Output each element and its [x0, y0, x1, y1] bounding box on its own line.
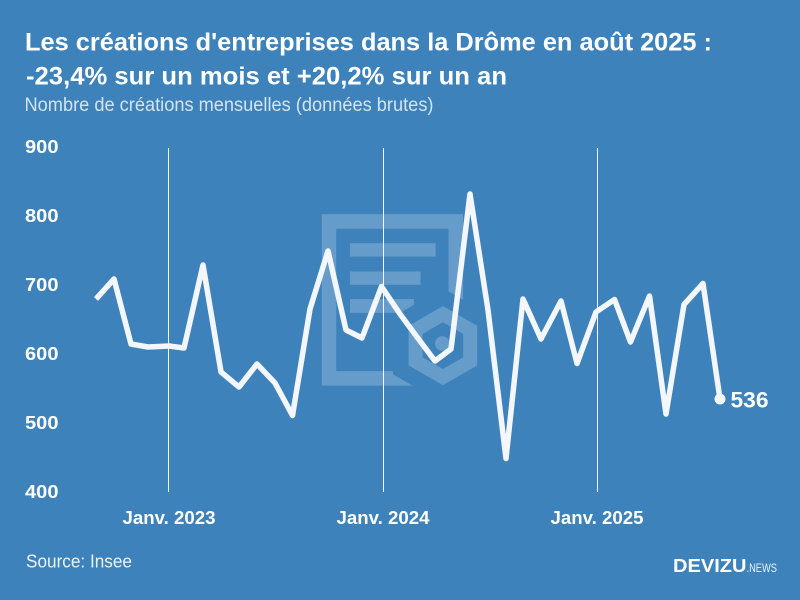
svg-text:.NEWS: .NEWS	[747, 563, 778, 575]
svg-text:500: 500	[25, 413, 59, 433]
svg-text:700: 700	[25, 275, 59, 295]
svg-text:900: 900	[25, 137, 59, 157]
svg-text:Nombre de créations mensuelles: Nombre de créations mensuelles (données …	[25, 94, 434, 116]
svg-text:536: 536	[731, 388, 769, 413]
svg-text:800: 800	[25, 206, 59, 226]
svg-text:Janv. 2024: Janv. 2024	[337, 508, 430, 528]
svg-text:Janv. 2023: Janv. 2023	[123, 508, 216, 528]
svg-text:Source: Insee: Source: Insee	[26, 552, 132, 572]
svg-text:DEVIZU: DEVIZU	[673, 556, 747, 576]
svg-text:-23,4% sur un mois et +20,2% s: -23,4% sur un mois et +20,2% sur un an	[26, 63, 507, 91]
svg-text:Janv. 2025: Janv. 2025	[551, 508, 644, 528]
svg-text:400: 400	[25, 482, 59, 502]
svg-text:Les créations d'entreprises da: Les créations d'entreprises dans la Drôm…	[25, 29, 712, 57]
svg-text:600: 600	[25, 344, 59, 364]
